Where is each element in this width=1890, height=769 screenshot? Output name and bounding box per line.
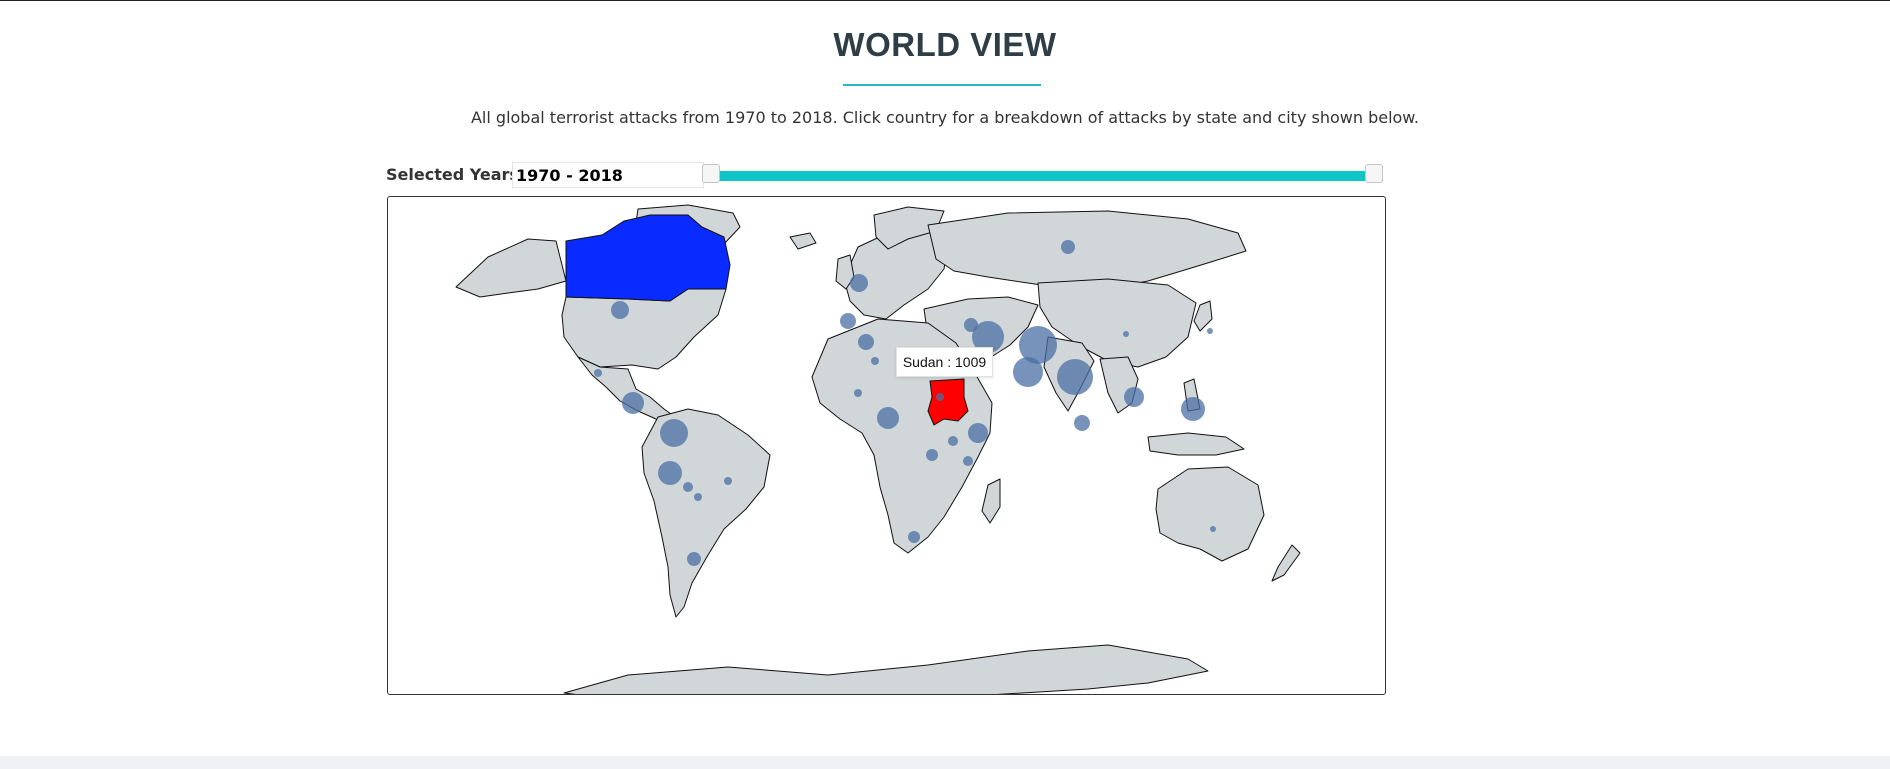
attack-bubble[interactable]: [926, 449, 938, 461]
attack-bubble[interactable]: [1123, 331, 1129, 337]
attack-bubble[interactable]: [611, 301, 629, 319]
attack-bubble[interactable]: [1019, 326, 1057, 364]
world-map[interactable]: [387, 196, 1386, 695]
attack-bubble[interactable]: [694, 493, 702, 501]
year-range-input[interactable]: [512, 162, 704, 188]
attack-bubble[interactable]: [1074, 415, 1090, 431]
tooltip-value: 1009: [955, 354, 987, 370]
attack-bubble[interactable]: [1181, 397, 1205, 421]
attack-bubble[interactable]: [963, 456, 973, 466]
slider-start-handle[interactable]: [702, 164, 720, 183]
country-russia[interactable]: [927, 210, 1247, 290]
country-alaska[interactable]: [455, 238, 567, 298]
top-border: [0, 0, 1890, 1]
attack-bubble[interactable]: [871, 357, 879, 365]
attack-bubble[interactable]: [1210, 526, 1216, 532]
attack-bubble[interactable]: [840, 313, 856, 329]
attack-bubble[interactable]: [594, 369, 602, 377]
region-antarctica[interactable]: [563, 644, 1209, 695]
attack-bubble[interactable]: [1124, 387, 1144, 407]
country-new-zealand[interactable]: [1271, 544, 1301, 582]
attack-bubble[interactable]: [687, 552, 701, 566]
footer-band: [0, 756, 1890, 769]
attack-bubble[interactable]: [1061, 240, 1075, 254]
region-scandinavia[interactable]: [873, 206, 945, 250]
attack-bubble[interactable]: [968, 423, 988, 443]
attack-bubble[interactable]: [948, 436, 958, 446]
region-south-america[interactable]: [641, 408, 771, 618]
year-filter: Selected Years:: [386, 162, 1385, 188]
tooltip-country: Sudan: [902, 354, 944, 370]
attack-bubble[interactable]: [858, 334, 874, 350]
tooltip-separator: :: [943, 354, 955, 370]
year-range-slider[interactable]: [716, 171, 1378, 181]
page-title: WORLD VIEW: [833, 26, 1057, 63]
attack-bubble[interactable]: [850, 274, 868, 292]
attack-bubble[interactable]: [683, 482, 693, 492]
country-iceland[interactable]: [789, 232, 817, 250]
title-underline: [843, 84, 1041, 86]
attack-bubble[interactable]: [1207, 328, 1213, 334]
country-tooltip: Sudan : 1009: [896, 347, 993, 377]
country-madagascar[interactable]: [981, 478, 1001, 524]
attack-bubble[interactable]: [622, 392, 644, 414]
attack-bubble[interactable]: [972, 321, 1004, 353]
attack-bubble[interactable]: [936, 393, 944, 401]
country-china[interactable]: [1037, 278, 1197, 368]
attack-bubble[interactable]: [877, 407, 899, 429]
attack-bubble[interactable]: [854, 389, 862, 397]
attack-bubble[interactable]: [1013, 357, 1043, 387]
country-australia[interactable]: [1155, 466, 1265, 562]
attack-bubble[interactable]: [660, 419, 688, 447]
slider-end-handle[interactable]: [1365, 164, 1383, 183]
world-map-svg: [455, 204, 1301, 695]
year-filter-label: Selected Years:: [386, 165, 526, 184]
attack-bubble[interactable]: [908, 531, 920, 543]
page-subtitle: All global terrorist attacks from 1970 t…: [470, 108, 1420, 127]
region-indonesia[interactable]: [1147, 432, 1245, 456]
country-canada[interactable]: [565, 214, 731, 302]
country-usa[interactable]: [561, 288, 727, 370]
attack-bubble[interactable]: [724, 477, 732, 485]
attack-bubble[interactable]: [1057, 359, 1093, 395]
country-japan[interactable]: [1193, 300, 1213, 332]
attack-bubble[interactable]: [658, 461, 682, 485]
country-sudan[interactable]: [927, 378, 969, 426]
